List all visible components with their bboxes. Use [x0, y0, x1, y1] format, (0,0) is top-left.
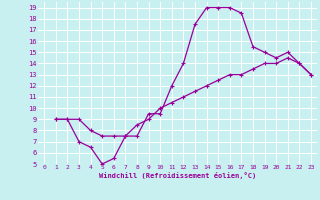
X-axis label: Windchill (Refroidissement éolien,°C): Windchill (Refroidissement éolien,°C): [99, 172, 256, 179]
